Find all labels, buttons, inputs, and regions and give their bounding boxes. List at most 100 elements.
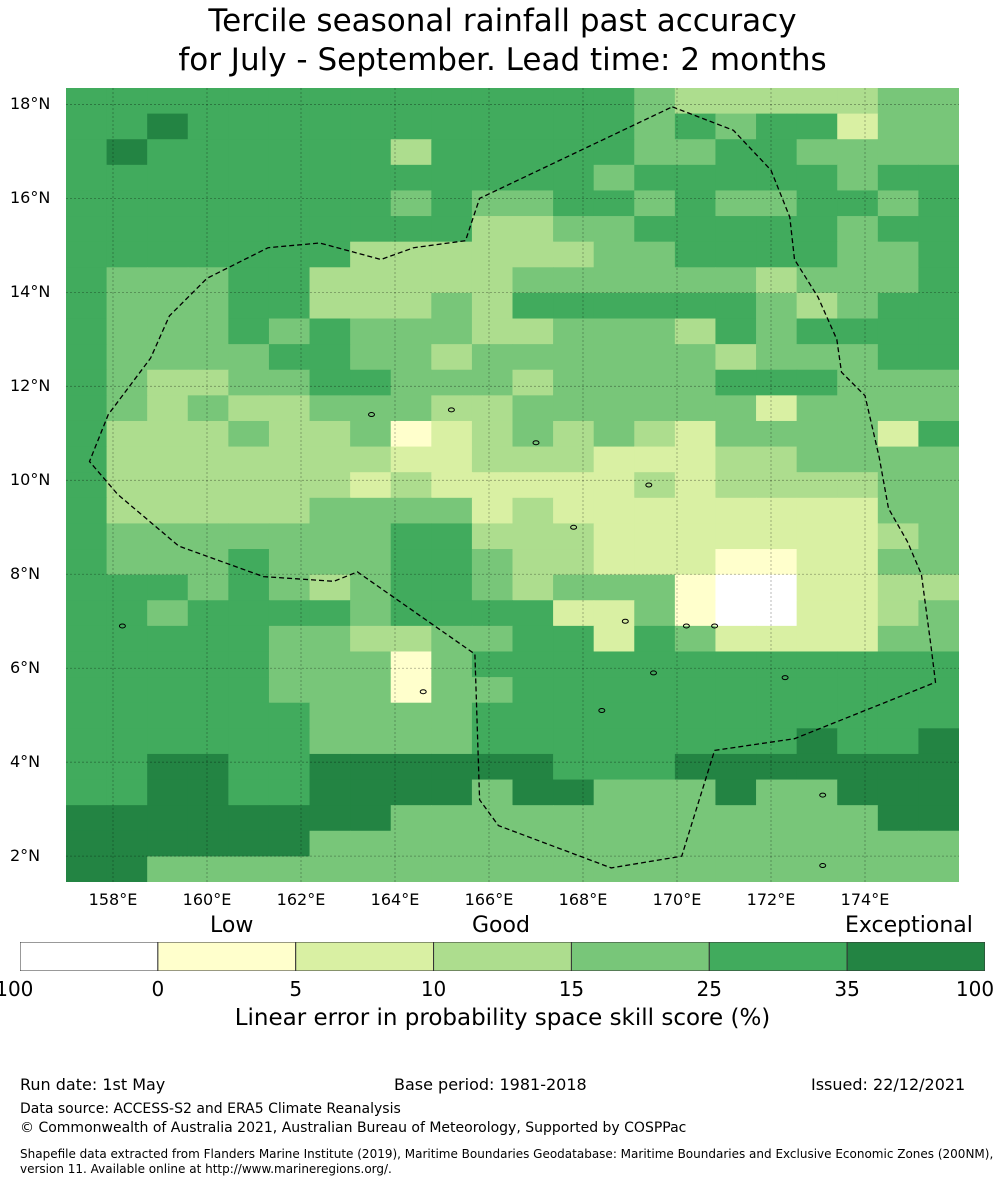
skill-cell <box>187 318 229 345</box>
skill-cell <box>309 395 351 422</box>
skill-cell <box>390 472 432 499</box>
skill-cell <box>512 241 554 268</box>
skill-cell <box>634 164 676 192</box>
skill-cell <box>877 420 920 448</box>
skill-cell <box>66 292 108 320</box>
skill-cell <box>593 292 635 320</box>
skill-cell <box>553 574 595 601</box>
skill-cell <box>106 523 148 550</box>
longitude-tick-label: 166°E <box>464 890 514 909</box>
skill-cell <box>837 549 879 576</box>
skill-cell <box>877 856 920 882</box>
island-outline <box>645 482 653 488</box>
skill-cell <box>634 216 676 243</box>
skill-cell <box>553 856 595 882</box>
skill-cell <box>228 113 270 140</box>
skill-cell <box>877 651 920 678</box>
skill-cell <box>350 805 392 832</box>
skill-cell <box>877 805 920 832</box>
skill-cell <box>187 420 229 448</box>
skill-cell <box>593 651 635 678</box>
skill-cell <box>106 241 148 268</box>
skill-cell <box>309 292 351 320</box>
skill-cell <box>512 574 554 601</box>
longitude-tick-label: 160°E <box>182 890 232 909</box>
skill-cell <box>66 779 108 806</box>
skill-cell <box>634 241 676 268</box>
skill-cell <box>390 497 432 525</box>
skill-cell <box>309 344 351 371</box>
skill-cell <box>512 497 554 525</box>
skill-cell <box>674 216 717 243</box>
longitude-tick-label: 162°E <box>276 890 326 909</box>
skill-cell <box>309 805 351 832</box>
skill-cell <box>796 523 838 550</box>
skill-cell <box>106 472 148 499</box>
skill-cell <box>390 753 432 781</box>
skill-cell <box>877 369 920 396</box>
skill-cell <box>593 600 635 627</box>
skill-cell <box>756 344 798 371</box>
skill-cell <box>553 497 595 525</box>
skill-cell <box>350 472 392 499</box>
skill-cell <box>837 292 879 320</box>
skill-cell <box>106 113 148 140</box>
skill-cell <box>877 574 920 601</box>
skill-cell <box>756 292 798 320</box>
skill-cell <box>837 472 879 499</box>
skill-cell <box>674 830 717 857</box>
skill-cell <box>674 779 717 806</box>
skill-cell <box>593 625 635 653</box>
skill-cell <box>228 446 270 473</box>
skill-cell <box>390 241 432 268</box>
skill-cell <box>634 779 676 806</box>
skill-cell <box>634 190 676 217</box>
skill-cell <box>106 216 148 243</box>
skill-cell <box>66 164 108 192</box>
skill-cell <box>431 856 473 882</box>
skill-cell <box>187 88 229 115</box>
skill-cell <box>309 318 351 345</box>
skill-cell <box>593 523 635 550</box>
skill-cell <box>918 574 959 601</box>
skill-cell <box>268 472 311 499</box>
skill-cell <box>512 113 554 140</box>
skill-cell <box>837 625 879 653</box>
skill-cell <box>187 139 229 166</box>
skill-cell <box>350 856 392 882</box>
skill-cell <box>715 267 757 294</box>
colorbar-tick-label: 15 <box>558 977 585 1001</box>
skill-cell <box>228 753 270 781</box>
skill-cell <box>634 728 676 755</box>
skill-cell <box>350 190 392 217</box>
skill-cell <box>187 497 229 525</box>
skill-cell <box>431 805 473 832</box>
colorbar-tick-label: 25 <box>696 977 722 1001</box>
skill-cell <box>593 472 635 499</box>
skill-cell <box>350 292 392 320</box>
skill-cell <box>634 369 676 396</box>
skill-cell <box>715 420 757 448</box>
skill-cell <box>715 472 757 499</box>
skill-cell <box>593 805 635 832</box>
skill-cell <box>268 805 311 832</box>
latitude-tick-label: 18°N <box>10 94 51 114</box>
skill-cell <box>268 728 311 755</box>
skill-cell <box>837 805 879 832</box>
skill-cell <box>674 318 717 345</box>
skill-cell <box>66 805 108 832</box>
skill-cell <box>553 216 595 243</box>
skill-cell <box>268 446 311 473</box>
skill-cell <box>390 113 432 140</box>
skill-cell <box>228 190 270 217</box>
skill-cell <box>553 600 595 627</box>
skill-cell <box>512 292 554 320</box>
skill-cell <box>309 677 351 704</box>
skill-cell <box>228 677 270 704</box>
colorbar-segment <box>20 942 159 971</box>
skill-cell <box>837 318 879 345</box>
skill-cell <box>106 600 148 627</box>
skill-cell <box>593 728 635 755</box>
skill-cell <box>837 113 879 140</box>
skill-cell <box>390 651 432 678</box>
